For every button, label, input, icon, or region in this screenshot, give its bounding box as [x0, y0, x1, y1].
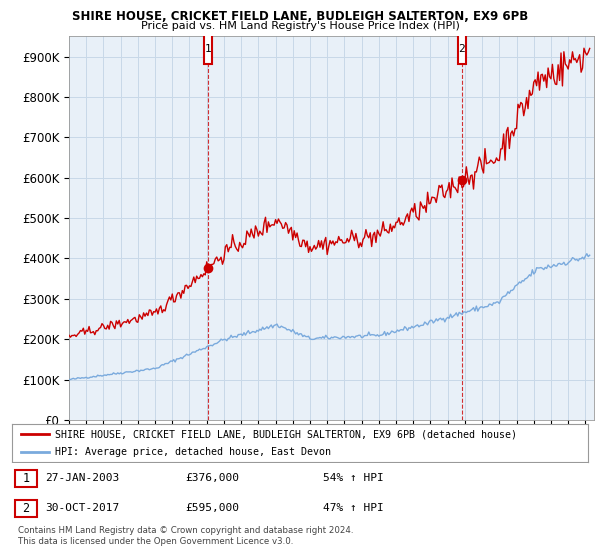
Text: 30-OCT-2017: 30-OCT-2017	[46, 503, 119, 514]
Text: 2: 2	[22, 502, 29, 515]
Text: 2: 2	[458, 44, 466, 54]
FancyBboxPatch shape	[15, 470, 37, 487]
Text: HPI: Average price, detached house, East Devon: HPI: Average price, detached house, East…	[55, 447, 331, 457]
Text: Contains HM Land Registry data © Crown copyright and database right 2024.
This d: Contains HM Land Registry data © Crown c…	[18, 526, 353, 546]
Text: 27-JAN-2003: 27-JAN-2003	[46, 473, 119, 483]
Text: 54% ↑ HPI: 54% ↑ HPI	[323, 473, 384, 483]
FancyBboxPatch shape	[204, 33, 212, 64]
Text: 1: 1	[22, 472, 29, 485]
Text: SHIRE HOUSE, CRICKET FIELD LANE, BUDLEIGH SALTERTON, EX9 6PB: SHIRE HOUSE, CRICKET FIELD LANE, BUDLEIG…	[72, 10, 528, 23]
Text: SHIRE HOUSE, CRICKET FIELD LANE, BUDLEIGH SALTERTON, EX9 6PB (detached house): SHIRE HOUSE, CRICKET FIELD LANE, BUDLEIG…	[55, 429, 517, 439]
Text: £595,000: £595,000	[185, 503, 239, 514]
FancyBboxPatch shape	[15, 500, 37, 517]
Text: Price paid vs. HM Land Registry's House Price Index (HPI): Price paid vs. HM Land Registry's House …	[140, 21, 460, 31]
Text: 47% ↑ HPI: 47% ↑ HPI	[323, 503, 384, 514]
Text: 1: 1	[205, 44, 211, 54]
Text: £376,000: £376,000	[185, 473, 239, 483]
FancyBboxPatch shape	[458, 33, 466, 64]
